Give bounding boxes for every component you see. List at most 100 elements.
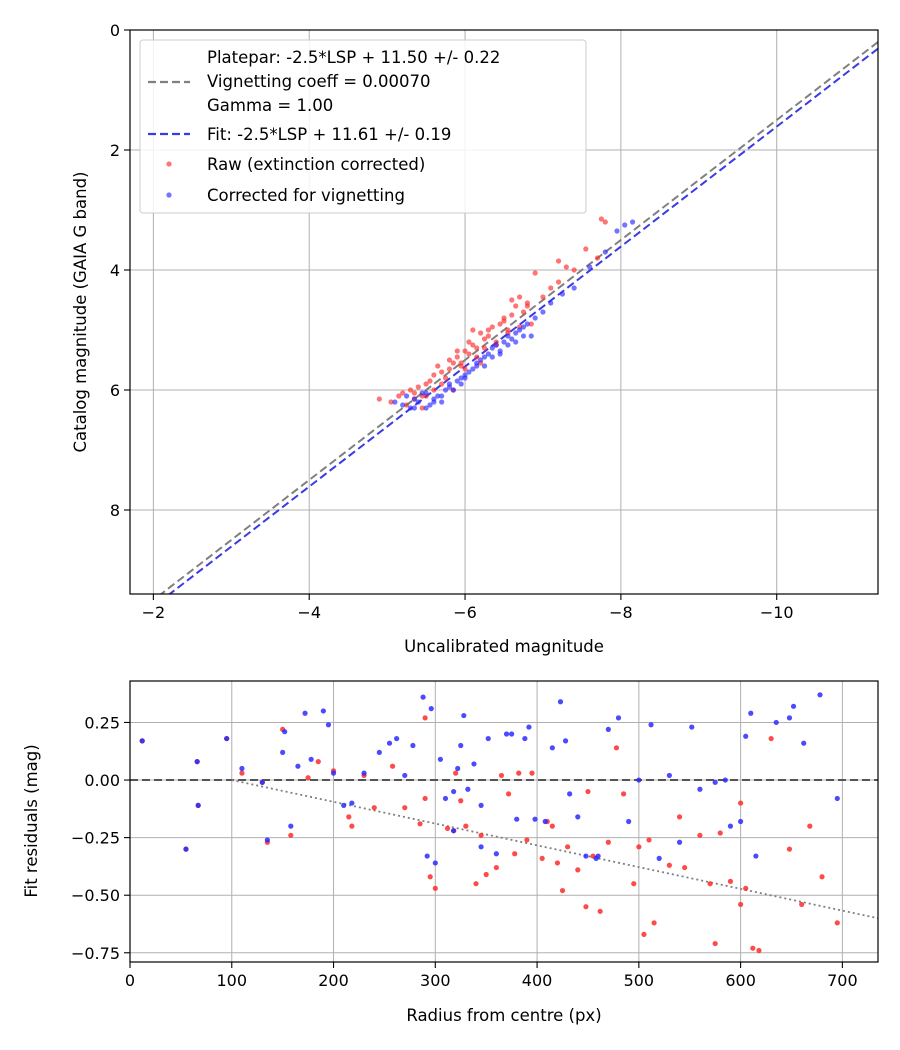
legend-raw-label: Raw (extinction corrected) — [207, 155, 425, 174]
residuals-corrected-point — [139, 738, 145, 744]
residuals-corrected-point — [549, 745, 555, 751]
calibration-corrected-point — [485, 351, 492, 357]
residuals-corrected-point — [676, 839, 683, 845]
residuals-corrected-point — [712, 779, 718, 785]
calibration-raw-point — [583, 246, 589, 252]
residuals-corrected-point — [361, 770, 367, 776]
calibration-corrected-point — [454, 378, 460, 384]
residuals-raw-point — [717, 830, 723, 836]
residuals-corrected-point — [428, 706, 434, 712]
calibration-raw-point — [431, 372, 437, 378]
calibration-corrected-point — [559, 291, 566, 297]
calibration-raw-point — [404, 402, 410, 408]
calibration-raw-point — [419, 405, 425, 411]
calibration-raw-point — [485, 333, 492, 339]
calibration-corrected-point — [528, 333, 534, 339]
calibration-raw-point — [602, 219, 608, 225]
residuals-raw-point — [444, 825, 451, 832]
calibration-corrected-point — [470, 366, 476, 372]
calibration-raw-point — [516, 294, 523, 300]
calibration-corrected-point — [427, 402, 433, 408]
residuals-corrected-point — [195, 802, 201, 808]
residuals-corrected-point — [424, 853, 430, 859]
residuals-raw-point — [493, 864, 499, 871]
calibration-raw-point — [388, 399, 394, 405]
calibration-corrected-point — [481, 354, 488, 360]
calibration-corrected-point — [513, 330, 519, 336]
calibration-legend: Platepar: -2.5*LSP + 11.50 +/- 0.22 Vign… — [139, 39, 587, 214]
legend-gamma-label: Gamma = 1.00 — [207, 96, 333, 115]
calibration-corrected-point — [423, 405, 429, 411]
residuals-corrected-point — [722, 777, 728, 783]
calibration-raw-point — [501, 315, 507, 321]
calibration-y-tick-label: 6 — [110, 381, 120, 400]
calibration-corrected-point — [458, 375, 464, 381]
calibration-corrected-point — [481, 363, 488, 369]
residuals-raw-point — [315, 759, 321, 765]
residuals-plot-background — [130, 681, 878, 962]
residuals-raw-point — [697, 832, 703, 838]
residuals-x-tick-label: 100 — [216, 971, 247, 990]
calibration-raw-point — [439, 369, 445, 375]
legend-corrected-marker — [166, 192, 172, 198]
calibration-corrected-point — [415, 399, 421, 405]
residuals-corrected-point — [471, 761, 477, 767]
residuals-raw-point — [239, 770, 245, 776]
legend-box — [139, 39, 587, 214]
calibration-corrected-point — [602, 249, 608, 255]
calibration-raw-point — [513, 303, 519, 309]
residuals-raw-point — [529, 770, 535, 776]
residuals-ticks: 0 100 200 300 400 500 600 700 0.25 0.00 −0.25 −0.50… — [71, 713, 858, 990]
calibration-corrected-point — [489, 345, 495, 351]
calibration-corrected-point — [450, 387, 456, 393]
residuals-reference-lines — [130, 779, 878, 920]
calibration-y-tick-label: 4 — [110, 261, 120, 280]
residuals-raw-point — [346, 814, 352, 820]
calibration-raw-point — [446, 366, 453, 372]
residuals-raw-point — [565, 844, 571, 850]
residuals-corrected-point — [753, 853, 759, 859]
residuals-raw-point — [389, 763, 396, 769]
residuals-corrected-point — [410, 742, 416, 749]
residuals-points — [139, 692, 840, 954]
residuals-corrected-point — [743, 733, 749, 739]
calibration-corrected-point — [532, 315, 538, 321]
residuals-raw-point — [478, 832, 484, 838]
residuals-raw-point — [512, 851, 518, 857]
calibration-raw-point — [478, 330, 484, 336]
residuals-raw-point — [834, 920, 840, 926]
residuals-raw-point — [371, 805, 377, 811]
calibration-corrected-point — [505, 333, 511, 339]
calibration-fit-line — [159, 41, 878, 594]
calibration-x-tick-label: −8 — [609, 603, 633, 622]
residuals-raw-point — [349, 823, 355, 829]
calibration-corrected-point — [614, 228, 620, 234]
residuals-raw-point — [750, 945, 756, 951]
residuals-raw-point — [583, 904, 589, 910]
residuals-corrected-point — [376, 749, 382, 756]
residuals-raw-point — [631, 881, 637, 887]
residuals-y-axis-label: Fit residuals (mag) — [22, 744, 41, 897]
residuals-raw-point — [636, 844, 642, 850]
residuals-raw-point — [505, 791, 512, 797]
residuals-corrected-point — [437, 756, 443, 762]
residuals-raw-point — [575, 867, 581, 873]
calibration-raw-point — [466, 351, 472, 357]
residuals-corrected-point — [748, 710, 754, 716]
calibration-y-axis-label: Catalog magnitude (GAIA G band) — [71, 172, 90, 453]
residuals-plot: 0 100 200 300 400 500 600 700 0.25 0.00 −0.25 −0.50… — [22, 680, 879, 1025]
calibration-corrected-point — [489, 354, 495, 360]
calibration-raw-point — [407, 387, 414, 393]
calibration-corrected-point — [407, 405, 414, 411]
residuals-corrected-point — [478, 844, 484, 850]
residuals-corrected-point — [689, 724, 695, 730]
residuals-corrected-point — [542, 818, 548, 825]
calibration-raw-point — [594, 255, 601, 261]
residuals-corrected-point — [697, 786, 703, 792]
calibration-raw-point — [396, 393, 402, 399]
calibration-raw-point — [540, 294, 546, 300]
residuals-corrected-point — [461, 712, 467, 719]
residuals-corrected-point — [302, 710, 308, 716]
calibration-y-tick-label: 2 — [110, 141, 120, 160]
calibration-raw-point — [563, 264, 569, 270]
